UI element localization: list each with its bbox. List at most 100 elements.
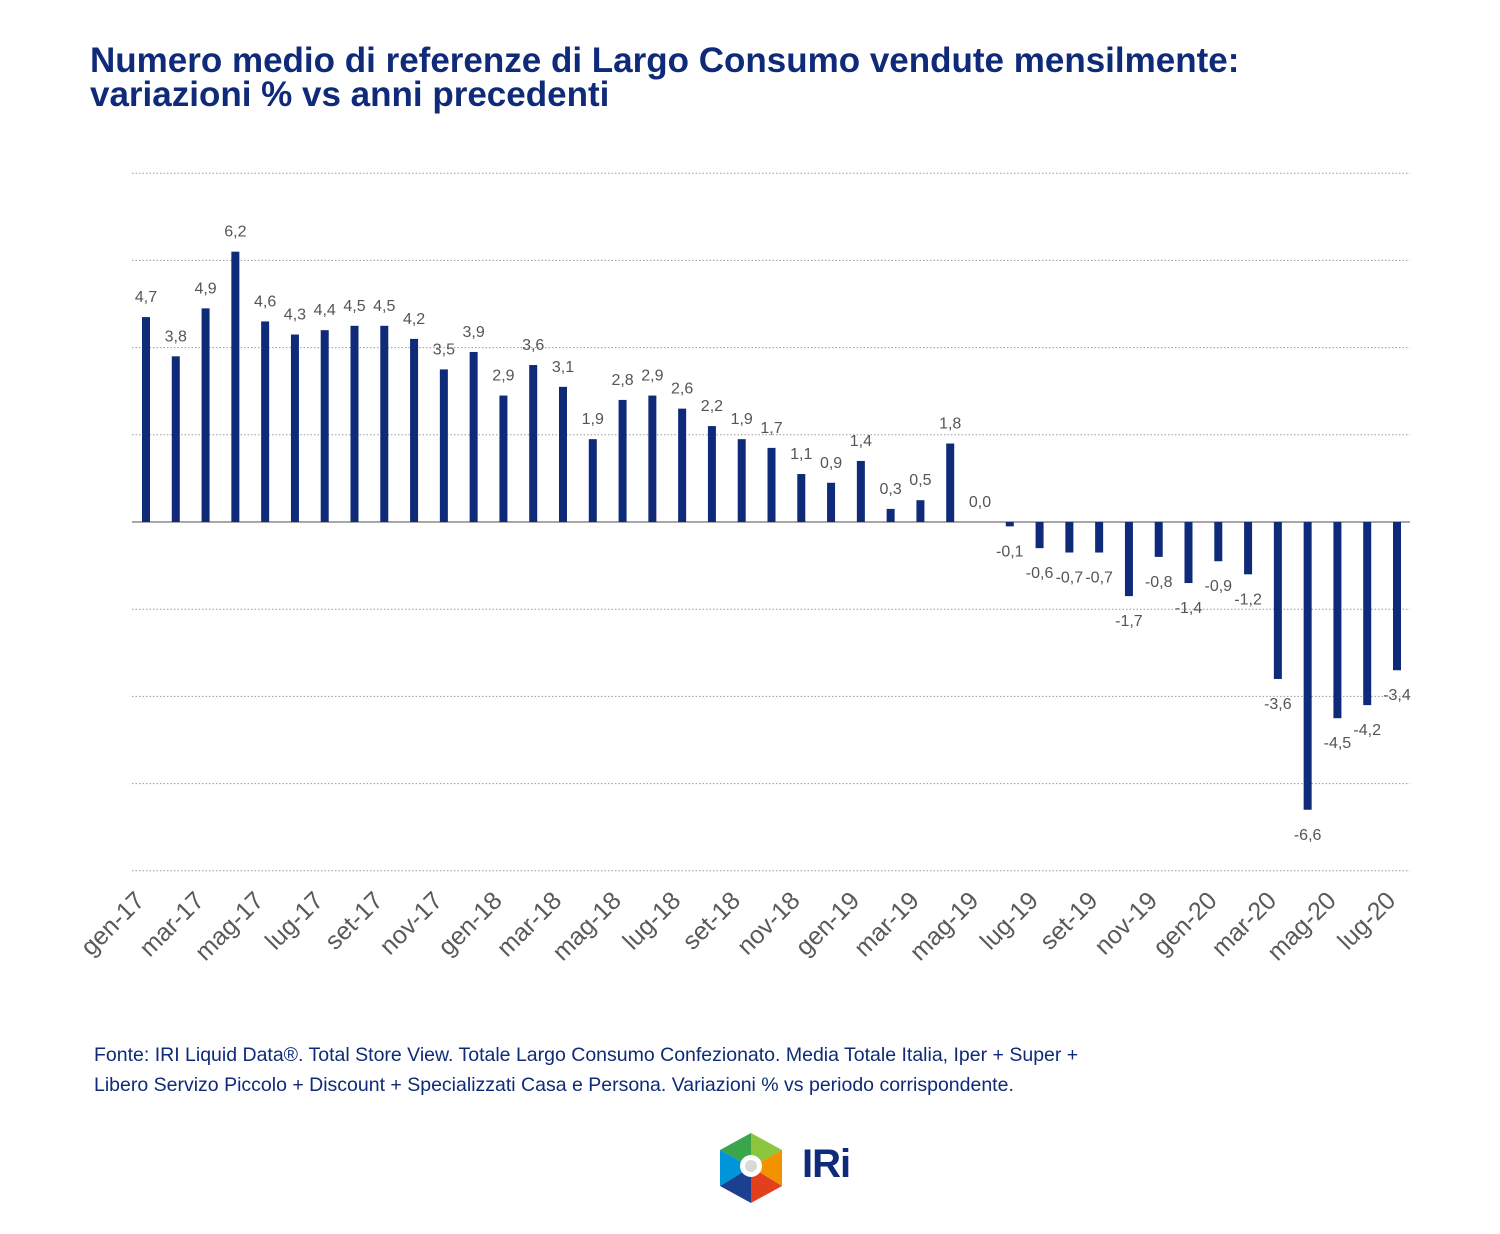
x-tick-label: gen-18 — [433, 886, 508, 961]
bar — [827, 482, 836, 522]
bar — [1333, 522, 1342, 719]
value-label: -0,1 — [996, 543, 1024, 560]
bar — [767, 447, 776, 522]
bar — [171, 356, 180, 522]
bar — [142, 317, 150, 522]
value-label: 4,7 — [135, 289, 157, 306]
x-tick-label: lug-17 — [260, 886, 329, 955]
bar — [1035, 522, 1044, 549]
bar — [380, 325, 389, 522]
bar — [886, 508, 895, 522]
bar — [1095, 522, 1104, 553]
value-label: 2,6 — [671, 381, 693, 398]
value-label: 2,9 — [641, 368, 663, 385]
value-label: -1,4 — [1175, 600, 1203, 617]
value-label: 1,8 — [939, 416, 961, 433]
chart-title-line1: Numero medio di referenze di Largo Consu… — [90, 41, 1240, 80]
bar — [1005, 522, 1014, 527]
bar — [350, 325, 359, 522]
bar — [588, 439, 597, 522]
value-label: 3,8 — [165, 328, 187, 345]
value-label: -0,7 — [1085, 570, 1113, 587]
bar — [707, 426, 716, 522]
value-label: 0,3 — [880, 481, 902, 498]
bar — [529, 365, 538, 522]
value-label: 4,6 — [254, 293, 276, 310]
bar — [1363, 522, 1372, 706]
bar — [1393, 522, 1401, 671]
value-label: 1,9 — [582, 411, 604, 428]
bar — [469, 351, 478, 522]
bar — [261, 321, 270, 522]
bar — [946, 443, 955, 522]
value-label: 3,6 — [522, 337, 544, 354]
value-label: 2,9 — [492, 368, 514, 385]
value-label: -1,7 — [1115, 613, 1143, 630]
iri-logo-text: IRi — [802, 1142, 851, 1186]
bar — [737, 439, 746, 522]
value-label: 2,8 — [611, 372, 633, 389]
x-tick-label: nov-17 — [374, 886, 448, 960]
value-label: 6,2 — [224, 224, 246, 241]
bar — [499, 395, 508, 522]
value-label: 0,5 — [909, 472, 931, 489]
value-label: 4,3 — [284, 307, 306, 324]
bar-chart: 4,7 3,8 4,9 6,2 4,6 4,3 4,4 4,5 4,5 4,2 3,5 3,9 2,9 3… — [75, 172, 1411, 966]
value-label: -3,6 — [1264, 696, 1292, 713]
bar — [1124, 522, 1133, 597]
value-label: -4,2 — [1353, 722, 1381, 739]
value-label: 4,5 — [373, 298, 395, 315]
x-tick-label: gen-20 — [1148, 886, 1223, 961]
bar — [648, 395, 657, 522]
value-label: 4,4 — [314, 302, 336, 319]
x-tick-label: nov-18 — [732, 886, 806, 960]
value-label: -0,7 — [1056, 570, 1084, 587]
value-label: 3,5 — [433, 341, 455, 358]
bar — [201, 308, 210, 522]
value-label: -1,2 — [1234, 591, 1262, 608]
bar — [856, 460, 865, 522]
value-label: -6,6 — [1294, 827, 1322, 844]
value-label: 4,2 — [403, 311, 425, 328]
value-label: 1,7 — [760, 420, 782, 437]
bar — [231, 251, 240, 522]
x-tick-label: gen-17 — [75, 886, 150, 961]
bar — [1273, 522, 1282, 679]
source-note-line2: Libero Servizo Piccolo + Discount + Spec… — [94, 1074, 1014, 1096]
bar — [559, 386, 567, 522]
value-label: -4,5 — [1324, 735, 1352, 752]
bar — [1214, 522, 1223, 562]
bar — [1154, 522, 1163, 557]
iri-logo-icon — [720, 1133, 782, 1203]
value-label: -0,6 — [1026, 565, 1054, 582]
iri-logo: IRi — [716, 1132, 876, 1204]
chart-title-line2: variazioni % vs anni precedenti — [90, 75, 610, 114]
bar — [1065, 522, 1074, 553]
x-tick-label: nov-19 — [1089, 886, 1163, 960]
chart-title: Numero medio di referenze di Largo Consu… — [90, 41, 1470, 114]
source-note: Fonte: IRI Liquid Data®. Total Store Vie… — [94, 1040, 1414, 1100]
value-label: 0,0 — [969, 494, 991, 511]
bar — [1244, 522, 1253, 575]
value-label: 2,2 — [701, 398, 723, 415]
bar — [410, 338, 419, 522]
bar — [618, 399, 627, 522]
value-label: 1,4 — [850, 433, 872, 450]
value-label: 3,9 — [463, 324, 485, 341]
value-label: -3,4 — [1383, 687, 1411, 704]
source-note-line1: Fonte: IRI Liquid Data®. Total Store Vie… — [94, 1044, 1079, 1066]
x-tick-label: lug-19 — [975, 886, 1044, 955]
value-label: 1,1 — [790, 446, 812, 463]
value-label: 3,1 — [552, 359, 574, 376]
x-tick-label: lug-18 — [617, 886, 686, 955]
value-label: 4,9 — [194, 280, 216, 297]
x-tick-label: gen-19 — [790, 886, 865, 961]
bar — [439, 369, 448, 522]
bar — [1184, 522, 1193, 584]
value-label: 0,9 — [820, 455, 842, 472]
value-label: -0,9 — [1204, 578, 1232, 595]
x-tick-label: lug-20 — [1332, 886, 1401, 955]
value-label: 1,9 — [731, 411, 753, 428]
value-label: -0,8 — [1145, 574, 1173, 591]
value-label: 4,5 — [343, 298, 365, 315]
